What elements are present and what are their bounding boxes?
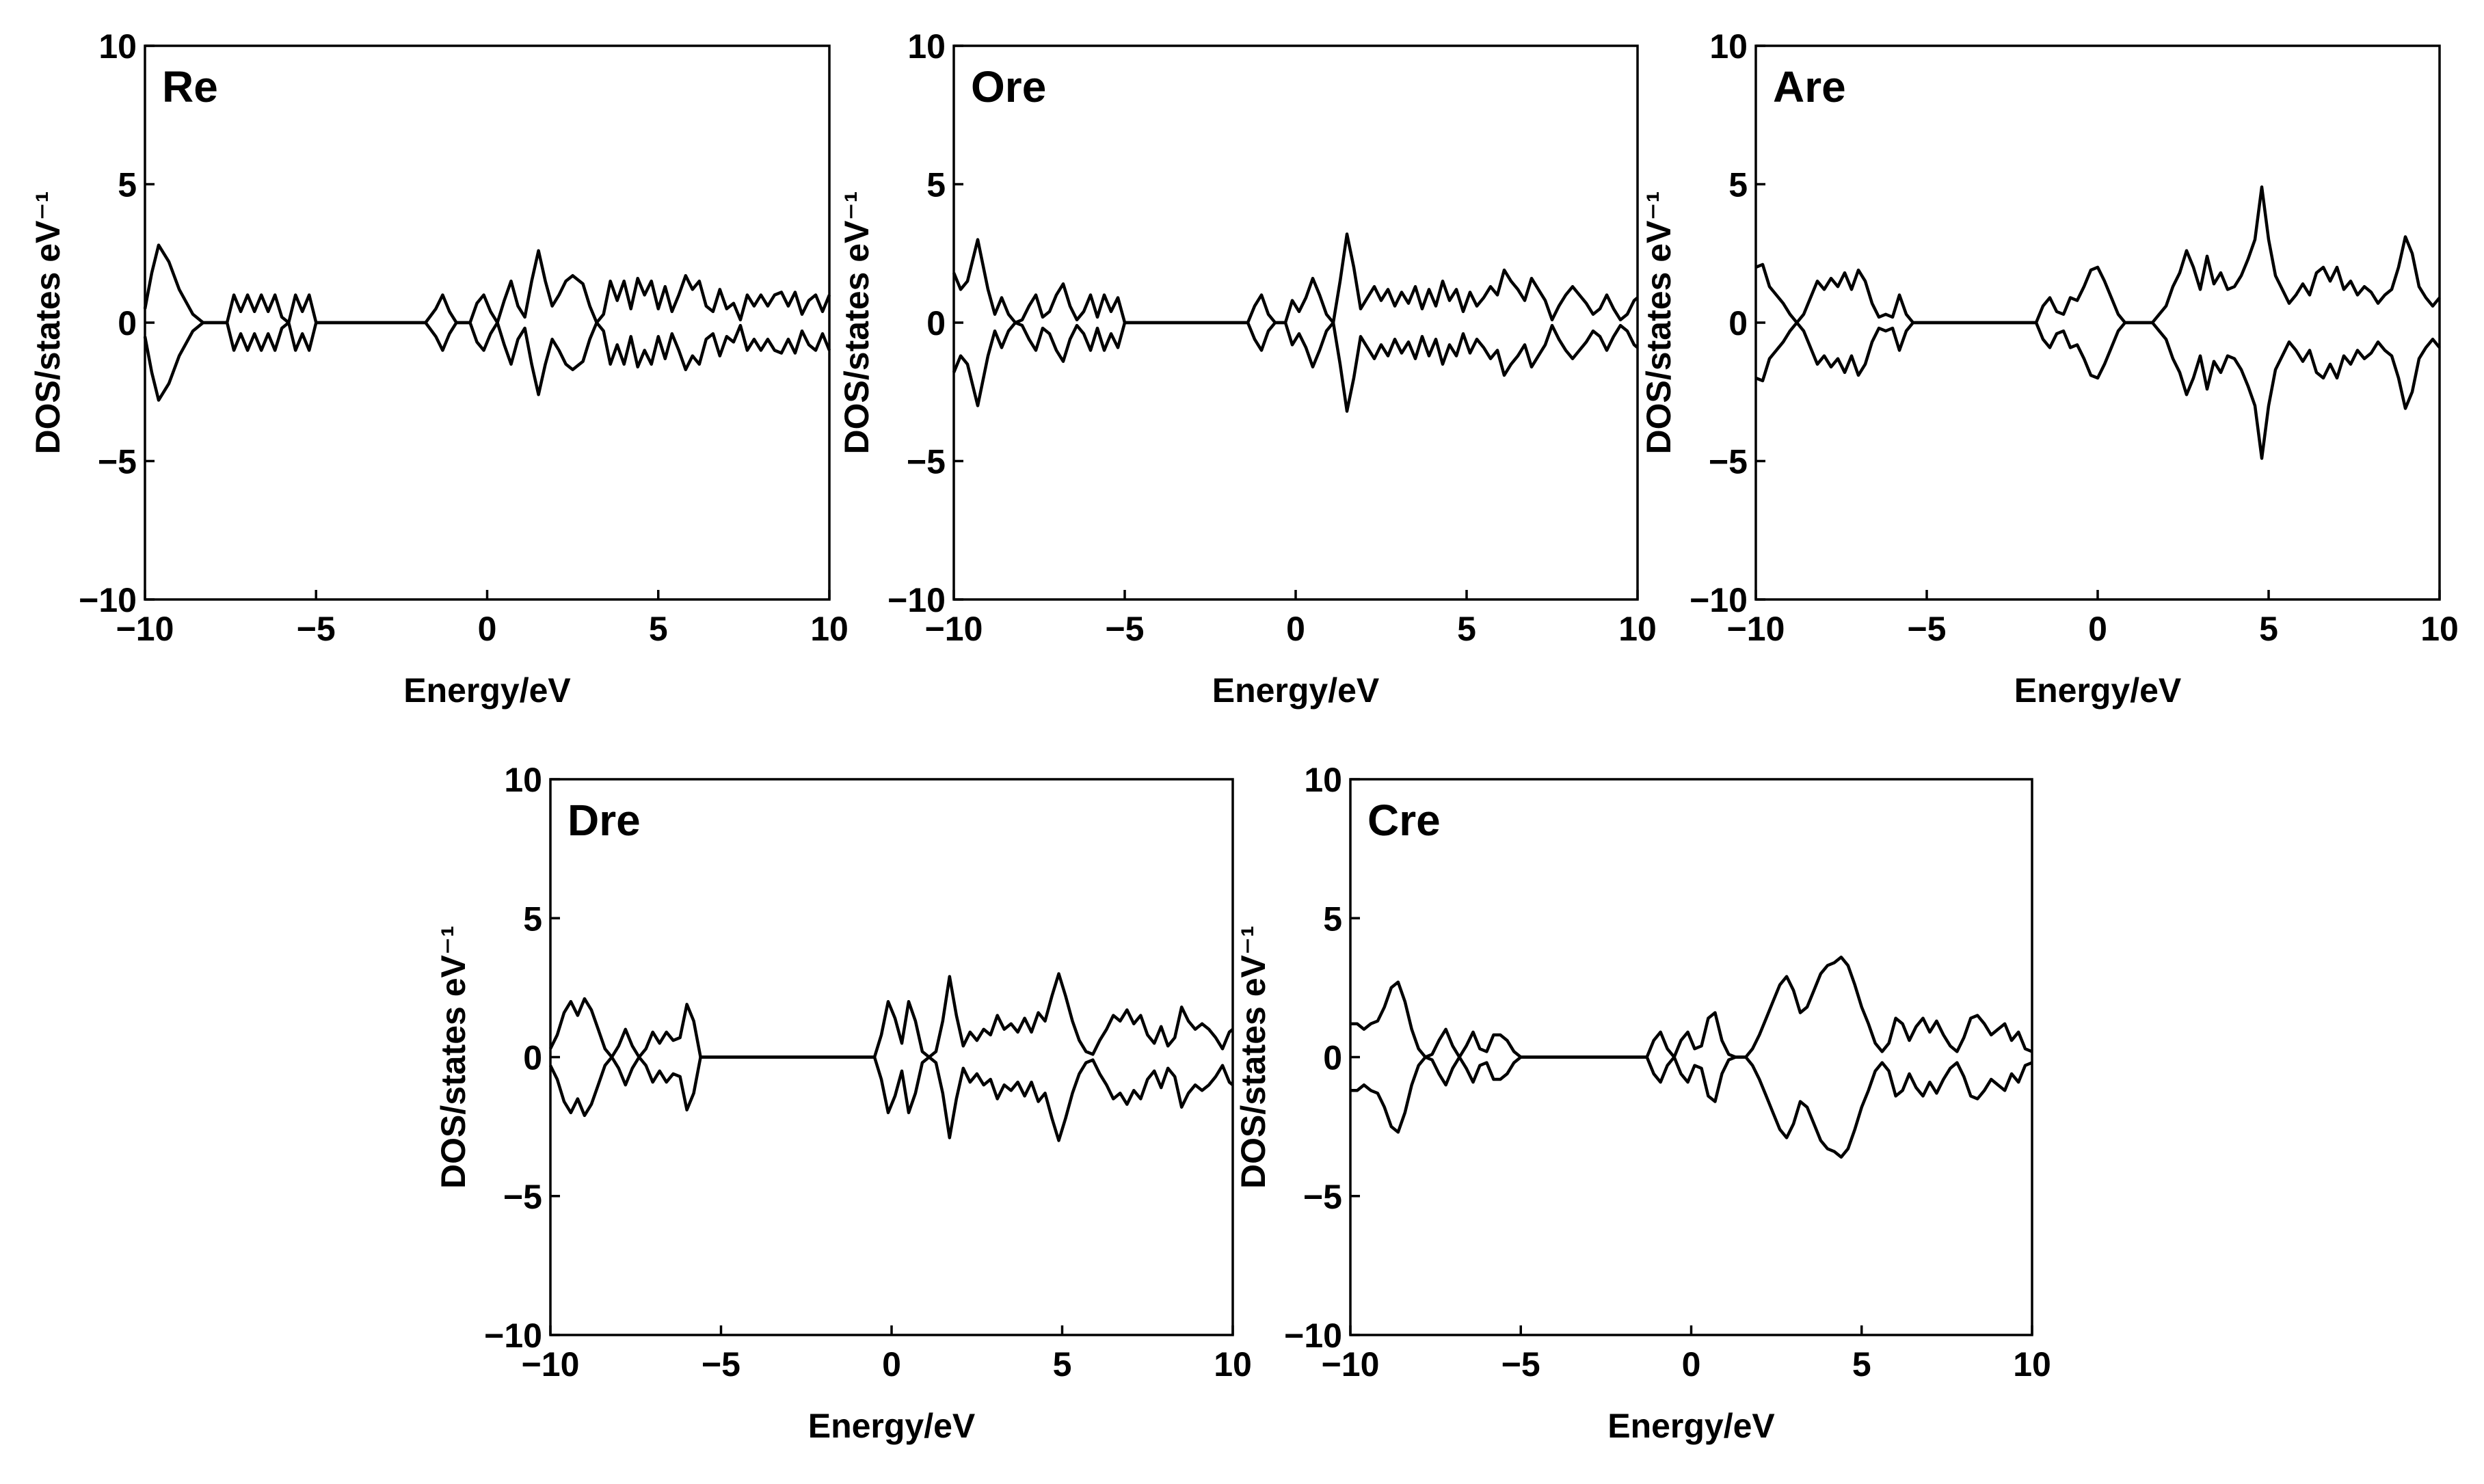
x-tick-label: 0 — [2088, 610, 2107, 648]
y-tick-label: −10 — [79, 581, 137, 619]
dos-panel-re: −10 −5 0 5 10 −10 −5 0 5 10 Energy/eV DOS/states eV… — [29, 27, 849, 710]
x-tick-label: −10 — [1322, 1345, 1380, 1384]
x-tick-label: 10 — [810, 610, 849, 648]
x-tick-label: 10 — [2013, 1345, 2051, 1384]
y-tick-label: 5 — [926, 166, 946, 204]
x-tick-label: −5 — [1105, 610, 1144, 648]
y-tick-label: 10 — [1709, 27, 1748, 66]
x-tick-label: 0 — [478, 610, 497, 648]
x-axis-label: Energy/eV — [808, 1407, 976, 1445]
x-axis-label: Energy/eV — [403, 671, 571, 710]
dos-curve-negative — [143, 321, 831, 402]
x-tick-label: −10 — [925, 610, 983, 648]
dos-curve-positive — [143, 243, 831, 325]
dos-curve-negative — [1350, 1055, 2033, 1159]
y-tick-label: 5 — [118, 166, 137, 204]
x-tick-label: 0 — [882, 1345, 901, 1384]
y-tick-label: 0 — [926, 304, 946, 342]
panel-title: Cre — [1367, 796, 1441, 845]
dos-curve-positive — [1755, 185, 2441, 325]
y-tick-label: 0 — [523, 1039, 542, 1077]
x-tick-label: 5 — [1457, 610, 1476, 648]
x-tick-label: 10 — [1618, 610, 1657, 648]
dos-curve-negative — [1755, 321, 2441, 460]
y-tick-label: 0 — [118, 304, 137, 342]
y-tick-label: −10 — [887, 581, 946, 619]
x-tick-label: −5 — [702, 1345, 740, 1384]
x-tick-label: 5 — [1053, 1345, 1072, 1384]
dos-curve-negative — [548, 1055, 1234, 1142]
panel-title: Ore — [971, 62, 1046, 111]
x-tick-label: −10 — [522, 1345, 580, 1384]
dos-curve-positive — [952, 232, 1639, 325]
y-tick-label: 10 — [504, 761, 542, 799]
x-tick-label: −10 — [1727, 610, 1785, 648]
y-tick-label: 10 — [1304, 761, 1342, 799]
x-tick-label: 0 — [1682, 1345, 1701, 1384]
x-axis-label: Energy/eV — [1607, 1407, 1775, 1445]
y-axis-label: DOS/states eV⁻¹ — [434, 926, 472, 1189]
x-tick-label: 10 — [2420, 610, 2459, 648]
x-tick-label: 5 — [1852, 1345, 1871, 1384]
x-tick-label: 0 — [1286, 610, 1305, 648]
panel-title: Are — [1773, 62, 1846, 111]
y-tick-label: −5 — [907, 443, 946, 481]
y-tick-label: −5 — [503, 1178, 542, 1216]
dos-curve-positive — [1350, 955, 2033, 1059]
y-tick-label: 5 — [523, 900, 542, 938]
dos-panel-dre: −10 −5 0 5 10 −10 −5 0 5 10 Energy/eV DOS/states eV… — [434, 761, 1252, 1445]
y-tick-label: 10 — [98, 27, 137, 66]
y-tick-label: 0 — [1323, 1039, 1342, 1077]
y-tick-label: −5 — [1709, 443, 1748, 481]
y-axis-label: DOS/states eV⁻¹ — [29, 191, 67, 455]
y-axis-label: DOS/states eV⁻¹ — [838, 191, 876, 455]
x-axis-label: Energy/eV — [1212, 671, 1380, 710]
x-tick-label: −5 — [297, 610, 336, 648]
y-tick-label: 0 — [1728, 304, 1748, 342]
x-tick-label: −5 — [1907, 610, 1946, 648]
panel-title: Dre — [567, 796, 641, 845]
dos-panel-are: −10 −5 0 5 10 −10 −5 0 5 10 Energy/eV DOS/states eV… — [1640, 27, 2459, 710]
y-axis-label: DOS/states eV⁻¹ — [1234, 926, 1272, 1189]
dos-panel-ore: −10 −5 0 5 10 −10 −5 0 5 10 Energy/eV DOS/states eV… — [838, 27, 1657, 710]
y-tick-label: 5 — [1323, 900, 1342, 938]
y-tick-label: −5 — [1303, 1178, 1342, 1216]
x-tick-label: 5 — [2259, 610, 2278, 648]
y-tick-label: −10 — [484, 1317, 542, 1355]
x-tick-label: −5 — [1501, 1345, 1540, 1384]
y-axis-label: DOS/states eV⁻¹ — [1640, 191, 1678, 455]
panel-title: Re — [162, 62, 218, 111]
y-tick-label: 5 — [1728, 166, 1748, 204]
x-tick-label: −10 — [116, 610, 174, 648]
y-tick-label: −5 — [98, 443, 137, 481]
dos-curve-negative — [952, 321, 1639, 413]
x-tick-label: 5 — [649, 610, 668, 648]
dos-curve-positive — [548, 972, 1234, 1059]
y-tick-label: 10 — [907, 27, 946, 66]
x-tick-label: 10 — [1214, 1345, 1252, 1384]
x-axis-label: Energy/eV — [2014, 671, 2182, 710]
y-tick-label: −10 — [1284, 1317, 1342, 1355]
y-tick-label: −10 — [1690, 581, 1748, 619]
dos-panel-cre: −10 −5 0 5 10 −10 −5 0 5 10 Energy/eV DOS/states eV… — [1234, 761, 2051, 1445]
